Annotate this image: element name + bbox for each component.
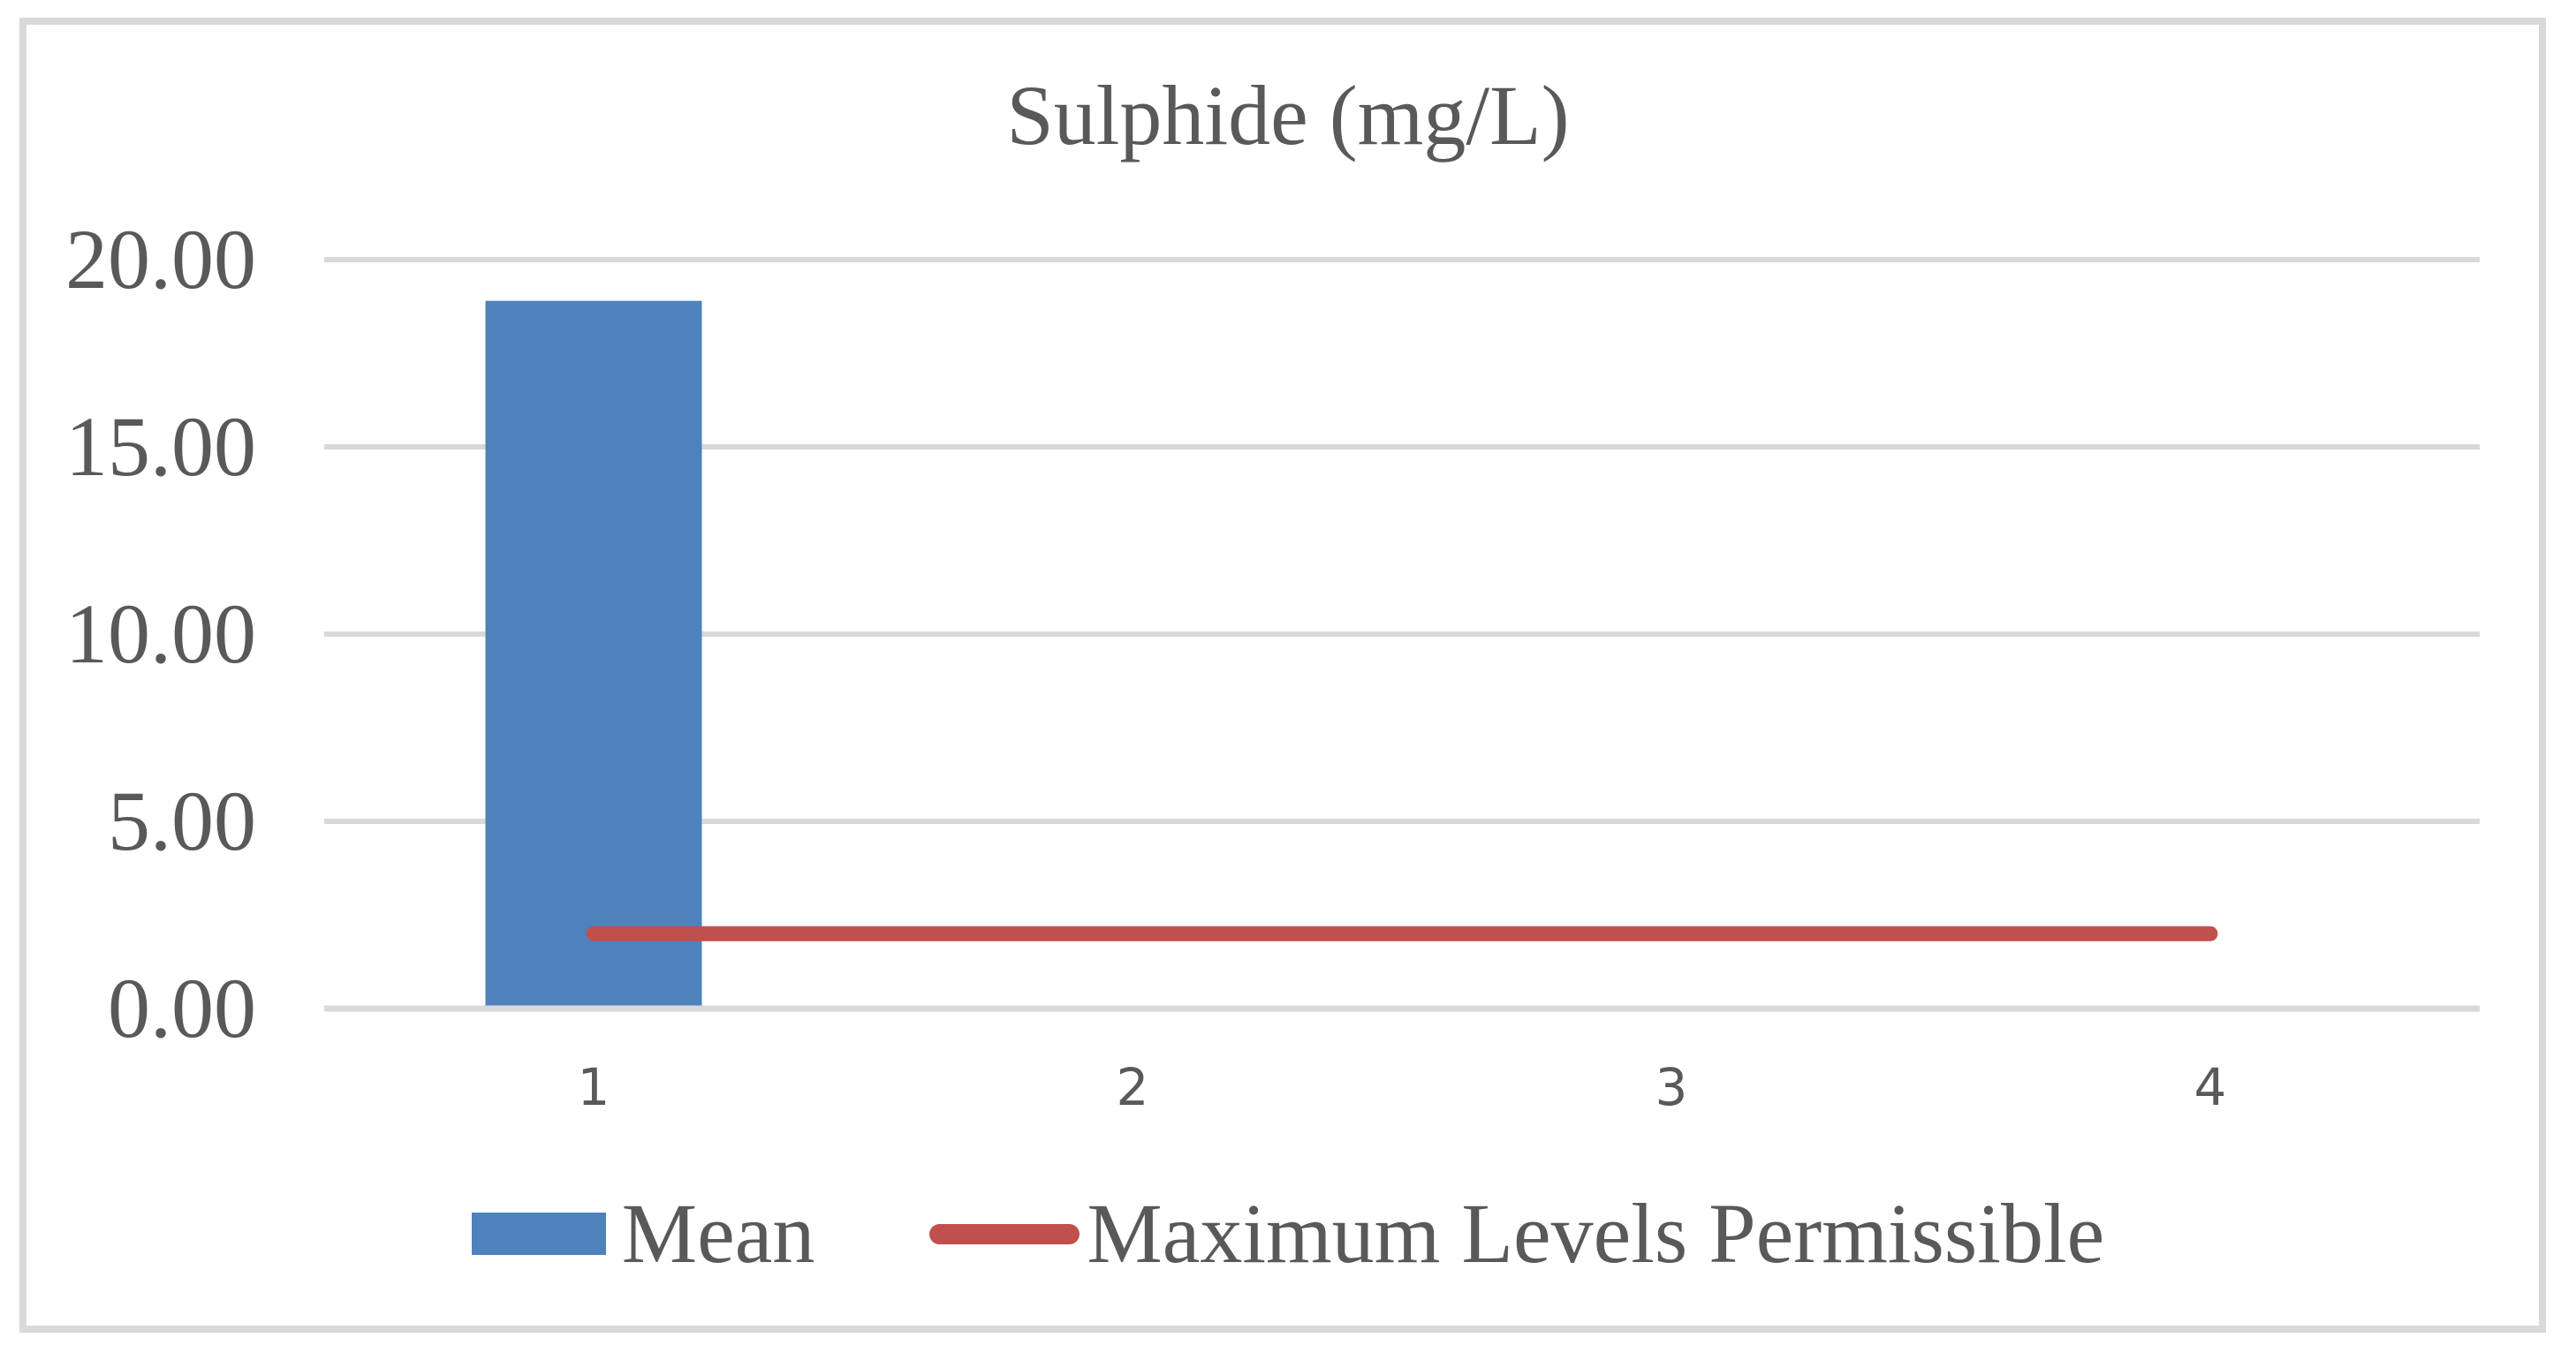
- legend-label-mean: Mean: [621, 1186, 815, 1281]
- legend-item-mean: Mean: [471, 1186, 815, 1281]
- y-tick-label: 15.00: [65, 399, 256, 494]
- mean-bar-swatch-icon: [471, 1213, 606, 1255]
- x-tick-label: 2: [1116, 1057, 1149, 1117]
- x-tick-label: 3: [1655, 1057, 1688, 1117]
- y-tick-label: 20.00: [65, 212, 256, 306]
- x-tick-label: 4: [2193, 1057, 2227, 1117]
- chart-title: Sulphide (mg/L): [1006, 68, 1570, 162]
- legend-label-max-permissible: Maximum Levels Permissible: [1087, 1186, 2105, 1281]
- x-tick-label: 1: [577, 1057, 610, 1117]
- y-tick-label: 0.00: [108, 961, 256, 1055]
- mean-bar: [485, 300, 702, 1009]
- y-tick-label: 10.00: [65, 586, 256, 681]
- legend-item-max-permissible: Maximum Levels Permissible: [929, 1191, 2104, 1276]
- y-tick-label: 5.00: [108, 774, 256, 868]
- figure-border: [19, 18, 2546, 1333]
- max-permissible-line-swatch-icon: [929, 1223, 1080, 1244]
- legend: Mean Maximum Levels Permissible: [0, 1191, 2576, 1276]
